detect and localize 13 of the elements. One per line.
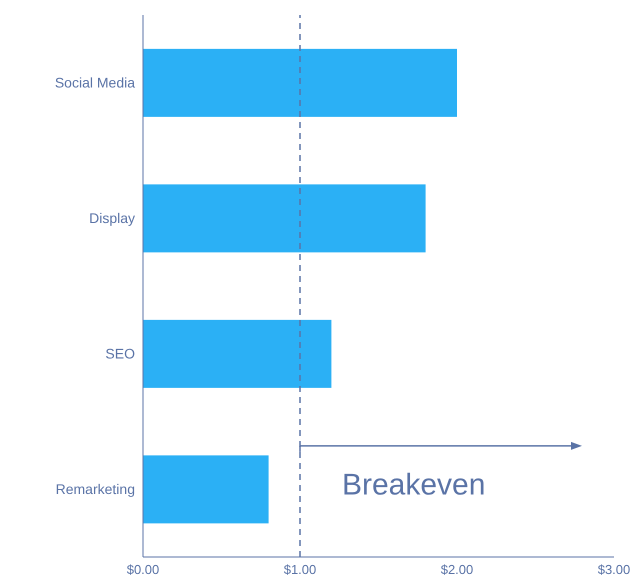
bar bbox=[143, 48, 457, 117]
y-tick-label: SEO bbox=[105, 346, 136, 362]
x-tick-label: $1.00 bbox=[284, 562, 316, 578]
y-tick-label: Remarketing bbox=[56, 481, 135, 498]
ref-line-label: Breakeven bbox=[342, 468, 486, 502]
y-tick-label: Social Media bbox=[54, 74, 136, 91]
y-tick-label: Display bbox=[89, 210, 135, 226]
x-tick-label: $3.00 bbox=[598, 562, 630, 578]
x-tick-label: $2.00 bbox=[440, 562, 474, 578]
bar bbox=[143, 320, 332, 388]
x-tick-label: $0.00 bbox=[126, 562, 160, 578]
bar bbox=[143, 184, 426, 252]
bar bbox=[143, 455, 269, 524]
